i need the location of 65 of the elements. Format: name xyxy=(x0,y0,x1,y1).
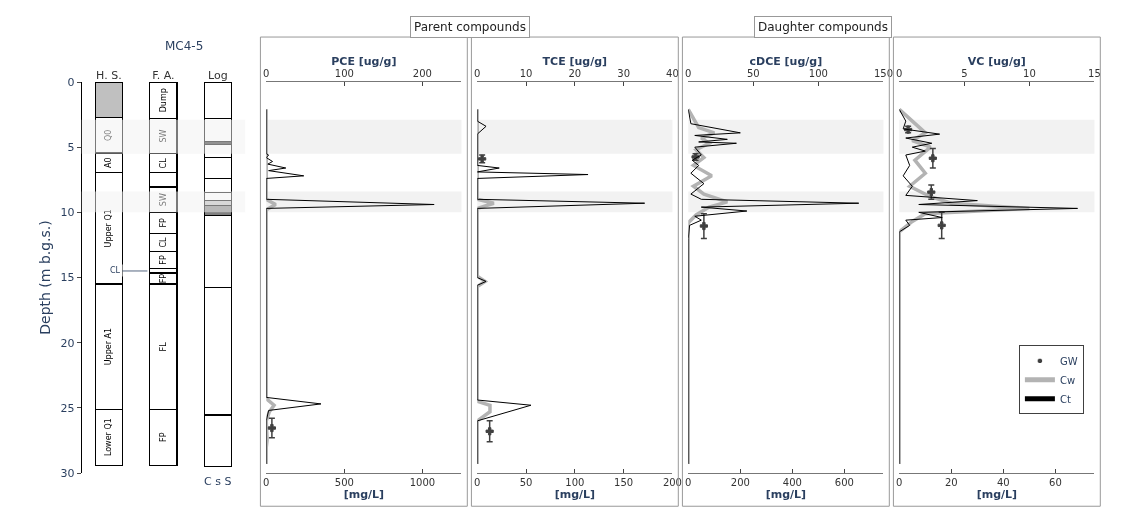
x-tick-label: 100 xyxy=(565,477,585,488)
x2-tick-label: 10 xyxy=(1023,68,1036,79)
data-label: FL xyxy=(158,341,168,352)
chart-title: MC4-5 xyxy=(165,39,204,53)
x2-tick-label: 30 xyxy=(617,68,631,79)
data-label: FP xyxy=(158,432,168,442)
x2-tick-label: 10 xyxy=(519,68,533,79)
x-tick-label: 400 xyxy=(782,477,802,488)
x-tick-label: 0 xyxy=(474,477,481,488)
x-tick-label: 60 xyxy=(1049,477,1062,488)
text: Parent compounds xyxy=(414,20,526,34)
data-label: Q0 xyxy=(104,129,114,142)
x-tick-label: 500 xyxy=(334,477,354,488)
data-label: Lower Q1 xyxy=(104,418,114,457)
point xyxy=(937,221,946,230)
y-tick-label: 10 xyxy=(60,206,75,220)
x2-tick-label: 15 xyxy=(1088,68,1101,79)
data-label: A0 xyxy=(104,157,114,169)
annotation: CL xyxy=(110,266,121,275)
x-axis-title: [mg/L] xyxy=(343,488,385,501)
data-label: FP xyxy=(158,255,168,265)
y-tick-label: 5 xyxy=(67,141,75,155)
x-tick-label: Log xyxy=(208,68,228,82)
data-label: FP xyxy=(158,273,168,284)
x-tick-label: 20 xyxy=(944,477,958,488)
y-tick-label: 30 xyxy=(60,466,75,480)
data-label: Upper Q1 xyxy=(104,209,114,248)
y-tick-label: 25 xyxy=(60,401,75,415)
x-tick-label: 0 xyxy=(896,477,903,488)
x2-tick-label: 5 xyxy=(961,68,968,79)
x-tick-label: 50 xyxy=(519,477,533,488)
x-axis-title: [mg/L] xyxy=(765,488,807,501)
data-label: SW xyxy=(158,129,168,143)
x2-axis-title: TCE [ug/g] xyxy=(542,54,608,68)
x-tick-label: 1000 xyxy=(409,477,436,488)
x-tick-label: 600 xyxy=(834,477,854,488)
data-label: Upper A1 xyxy=(104,327,114,366)
x-tick-label: 150 xyxy=(614,477,634,488)
point xyxy=(928,154,937,163)
x-tick-label: H. S. xyxy=(96,68,122,82)
x-tick-label: 0 xyxy=(685,477,692,488)
text: C s S xyxy=(204,475,232,488)
x-tick-label: F. A. xyxy=(152,68,175,82)
data-label: CL xyxy=(158,157,168,169)
x-tick-label: 0 xyxy=(263,477,270,488)
x2-axis-title: cDCE [ug/g] xyxy=(749,54,823,68)
y-axis-title: Depth (m b.g.s.) xyxy=(37,220,54,335)
legend-label: Ct xyxy=(1059,393,1071,405)
y-tick-label: 15 xyxy=(60,271,75,285)
x2-axis-title: PCE [ug/g] xyxy=(331,54,397,68)
x-tick-label: 200 xyxy=(662,477,682,488)
x-tick-label: 200 xyxy=(730,477,750,488)
data-label: CL xyxy=(158,237,168,248)
text: Daughter compounds xyxy=(758,20,888,34)
y-tick-label: 20 xyxy=(60,336,75,350)
point xyxy=(927,188,936,197)
x-tick-label: 40 xyxy=(997,477,1010,488)
data-label: SW xyxy=(158,193,168,207)
data-label: FP xyxy=(158,217,168,228)
x2-axis-title: VC [ug/g] xyxy=(967,54,1026,68)
x-axis-title: [mg/L] xyxy=(554,488,596,501)
legend-label: GW xyxy=(1059,355,1078,367)
data-label: Dump xyxy=(158,88,168,113)
x-axis-title: [mg/L] xyxy=(976,488,1018,501)
legend-label: Cw xyxy=(1059,374,1076,386)
